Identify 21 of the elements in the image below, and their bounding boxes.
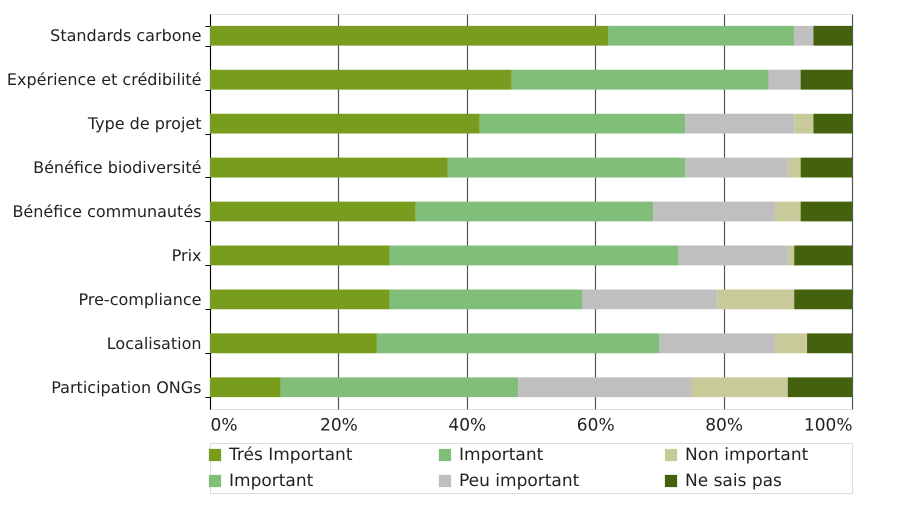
y-tick-label: Type de projet — [86, 114, 202, 134]
legend-label: Non important — [685, 445, 809, 465]
x-tick-label: 20% — [320, 416, 358, 436]
x-tick-label: 80% — [705, 416, 743, 436]
legend-label: Important — [459, 445, 544, 465]
x-tick-label: 100% — [804, 416, 852, 436]
y-tick-label: Expérience et crédibilité — [6, 70, 202, 90]
legend-label: Ne sais pas — [685, 471, 782, 491]
x-tick-label: 40% — [448, 416, 486, 436]
y-tick-label: Bénéfice biodiversité — [33, 158, 202, 178]
y-tick-label: Prix — [172, 246, 202, 265]
y-tick-label: Standards carbone — [50, 26, 202, 46]
legend-label: Important — [229, 471, 314, 491]
x-tick-label: 0% — [210, 416, 238, 436]
y-tick-label: Participation ONGs — [51, 378, 202, 397]
y-tick-label: Bénéfice communautés — [12, 202, 202, 221]
legend-label: Peu important — [459, 471, 580, 491]
y-tick-label: Pre-compliance — [78, 290, 202, 309]
x-tick-label: 60% — [576, 416, 615, 436]
y-tick-label: Localisation — [106, 334, 202, 353]
legend-label: Trés Important — [228, 445, 353, 465]
